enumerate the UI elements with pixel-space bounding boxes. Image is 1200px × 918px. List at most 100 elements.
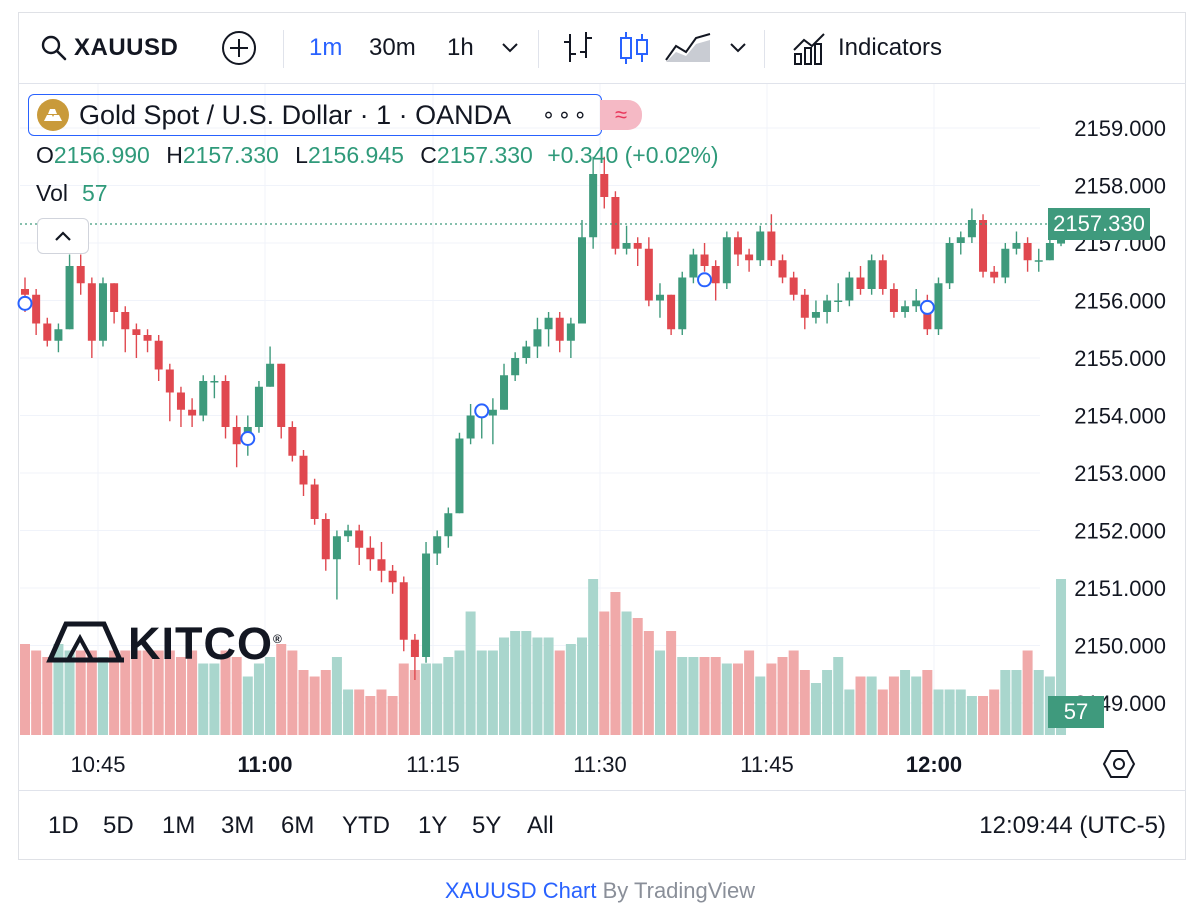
time-tick-label: 11:15 — [406, 752, 459, 777]
interval-1m[interactable]: 1m — [309, 34, 343, 61]
volume-bar — [97, 657, 108, 735]
kitco-watermark: KITCO® — [128, 618, 283, 670]
bar-style-button[interactable] — [560, 12, 596, 84]
candle-body — [511, 358, 520, 376]
candles-style-button[interactable] — [616, 12, 652, 84]
volume-bar — [64, 650, 75, 735]
candle — [43, 317, 52, 347]
volume-bar — [510, 631, 521, 735]
toolbar-divider — [764, 30, 765, 68]
candle-body — [1023, 243, 1032, 261]
compare-wave-button[interactable]: ≈ — [600, 100, 642, 130]
candle-body — [355, 530, 364, 548]
symbol-search[interactable]: XAUUSD — [40, 12, 178, 84]
candle — [733, 231, 742, 266]
candle — [555, 312, 564, 353]
range-6m[interactable]: 6M — [281, 812, 315, 839]
volume-bar — [599, 611, 610, 735]
candle-body — [188, 409, 197, 416]
event-marker[interactable] — [919, 299, 935, 315]
range-all[interactable]: All — [527, 812, 554, 839]
event-marker[interactable] — [240, 431, 256, 446]
attribution: XAUUSD Chart By TradingView — [0, 878, 1200, 904]
volume-bar — [175, 657, 186, 735]
chart-widget-frame — [18, 12, 1186, 860]
candle-body — [845, 277, 854, 301]
candle — [87, 277, 96, 358]
range-ytd[interactable]: YTD — [342, 812, 390, 839]
interval-30m[interactable]: 30m — [369, 34, 416, 61]
candle — [1045, 237, 1054, 261]
event-marker[interactable] — [17, 295, 33, 311]
volume-bar — [109, 650, 120, 735]
volume-bar — [810, 683, 821, 735]
legend-more-icon[interactable]: ∘∘∘ — [541, 102, 589, 127]
indicators-button[interactable]: Indicators — [792, 12, 942, 84]
volume-bar — [398, 663, 409, 735]
volume-bar — [298, 670, 309, 735]
candle-body — [555, 317, 564, 341]
range-1m[interactable]: 1M — [162, 812, 196, 839]
candle-body — [578, 237, 586, 324]
candle-body — [689, 254, 698, 278]
candle — [188, 398, 197, 427]
candle-body — [990, 271, 999, 278]
time-tick-label: 11:45 — [740, 752, 793, 777]
range-1y[interactable]: 1Y — [418, 812, 448, 839]
candle-body — [433, 536, 442, 554]
volume-bar — [242, 676, 253, 735]
candle-body — [366, 547, 375, 560]
candle — [578, 220, 586, 324]
ohlc-bars-icon — [564, 32, 592, 62]
chart-link[interactable]: XAUUSD Chart — [444, 878, 597, 903]
range-5d[interactable]: 5D — [103, 812, 134, 839]
chart-type-dropdown[interactable] — [728, 12, 748, 84]
volume-bar — [454, 650, 465, 735]
volume-bar — [409, 670, 420, 735]
event-marker[interactable] — [697, 272, 713, 288]
symbol-legend[interactable]: Gold Spot / U.S. Dollar · 1 · OANDA ∘∘∘ — [28, 94, 602, 136]
collapse-legend-button[interactable] — [37, 218, 89, 254]
volume-bar — [610, 592, 621, 735]
volume-bar — [31, 650, 42, 735]
volume-bar — [476, 650, 487, 735]
candle — [165, 363, 174, 422]
volume-bar — [677, 657, 688, 735]
interval-1h[interactable]: 1h — [447, 34, 474, 61]
candle-body — [800, 294, 809, 318]
open-value: 2156.990 — [53, 142, 150, 168]
candle-body — [811, 312, 820, 318]
candle — [533, 317, 542, 358]
price-tick-label: 2152.000 — [1074, 519, 1166, 544]
area-style-button[interactable] — [664, 12, 712, 84]
candle-body — [589, 174, 598, 238]
time-tick-label: 11:30 — [573, 752, 626, 777]
volume-bar — [331, 657, 342, 735]
volume-bar — [343, 689, 354, 735]
range-1d[interactable]: 1D — [48, 812, 79, 839]
candle — [678, 271, 687, 335]
interval-dropdown[interactable] — [500, 12, 520, 84]
candle-body — [756, 231, 765, 261]
range-3m[interactable]: 3M — [221, 812, 255, 839]
volume-bar — [198, 663, 209, 735]
candle-body — [522, 346, 531, 358]
candle — [65, 254, 74, 330]
volume-bar — [788, 650, 799, 735]
candle-body — [967, 220, 976, 238]
settings-hexagon-icon[interactable] — [1102, 747, 1136, 781]
event-marker[interactable] — [474, 403, 490, 419]
range-5y[interactable]: 5Y — [472, 812, 502, 839]
candle — [366, 536, 375, 571]
candle-body — [767, 231, 776, 261]
last-volume-label: 57 — [1048, 696, 1104, 728]
candle-body — [332, 536, 341, 560]
toolbar-divider — [283, 30, 284, 68]
candle-body — [979, 220, 988, 272]
candle — [344, 524, 353, 542]
compare-symbol-button[interactable] — [221, 12, 257, 84]
candle — [321, 513, 330, 571]
candle — [889, 283, 898, 318]
candle-body — [678, 277, 687, 330]
